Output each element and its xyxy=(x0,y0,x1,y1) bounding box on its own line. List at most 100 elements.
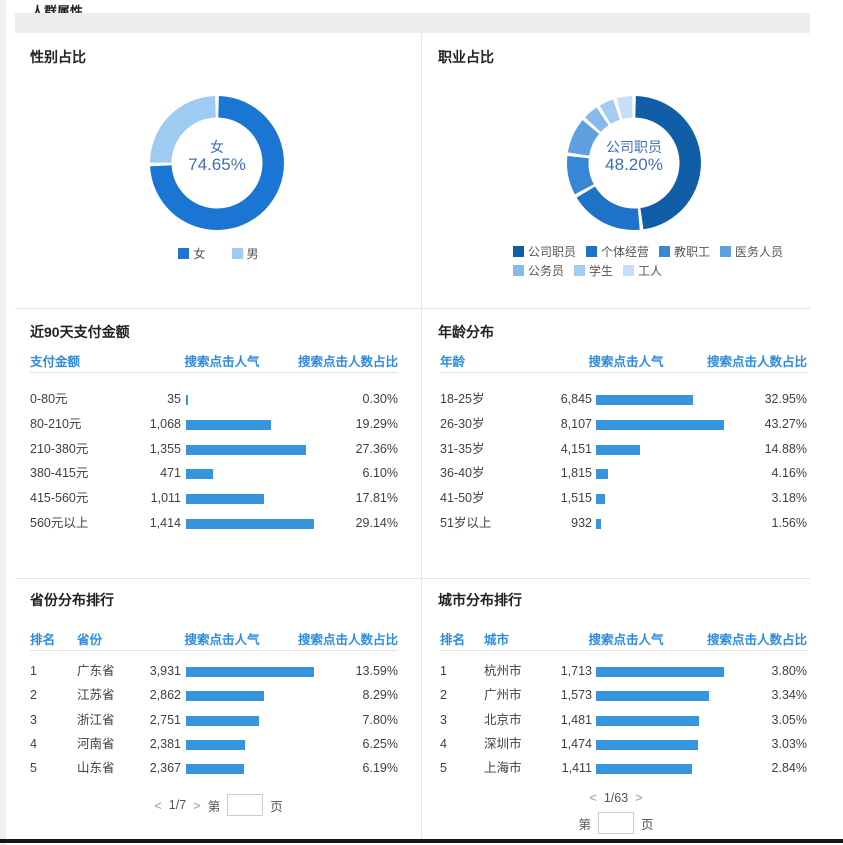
click-count: 1,815 xyxy=(560,466,592,480)
city-pagination-line1: < 1/63 > xyxy=(422,790,810,805)
header-underline xyxy=(440,372,807,373)
age-range: 36-40岁 xyxy=(440,466,485,480)
share-percent: 6.25% xyxy=(362,737,398,751)
panel-title: 近90天支付金额 xyxy=(30,324,130,340)
click-count: 6,845 xyxy=(560,392,592,406)
table-row: 4 深圳市 1,474 3.03% xyxy=(422,732,810,757)
click-count: 2,751 xyxy=(149,713,181,727)
legend-swatch-icon xyxy=(513,265,524,276)
click-count: 1,481 xyxy=(560,713,592,727)
pagination-prev-icon[interactable]: < xyxy=(154,797,162,813)
header-underline xyxy=(30,372,398,373)
pay-range: 415-560元 xyxy=(30,491,89,505)
pay-range: 380-415元 xyxy=(30,466,89,480)
page-input[interactable] xyxy=(227,794,264,816)
rank: 4 xyxy=(440,737,447,751)
column-header[interactable]: 省份 xyxy=(77,633,103,647)
legend-label: 教职工 xyxy=(674,245,711,259)
table-row: 80-210元 1,068 19.29% xyxy=(15,412,422,437)
column-header[interactable]: 搜索点击人气 xyxy=(588,633,664,647)
column-header[interactable]: 搜索点击人数占比 xyxy=(707,633,808,647)
panel-title: 性别占比 xyxy=(30,49,86,65)
payment-amount-panel: 近90天支付金额 支付金额 搜索点击人气 搜索点击人数占比 0-80元 35 0.3… xyxy=(15,308,422,578)
pagination-next-icon[interactable]: > xyxy=(193,797,201,813)
legend-item[interactable]: 公务员 xyxy=(513,263,564,279)
share-percent: 6.10% xyxy=(362,466,398,480)
column-header[interactable]: 搜索点击人数占比 xyxy=(707,355,808,369)
legend-item[interactable]: 个体经营 xyxy=(586,244,649,260)
share-percent: 27.36% xyxy=(355,442,398,456)
count-bar xyxy=(596,469,608,479)
legend-swatch-icon xyxy=(574,265,586,276)
legend-swatch-icon xyxy=(178,248,190,259)
legend-swatch-icon xyxy=(623,265,635,276)
table-row: 2 广州市 1,573 3.34% xyxy=(422,683,810,708)
pay-range: 80-210元 xyxy=(30,417,82,431)
legend-item[interactable]: 医务人员 xyxy=(720,244,783,260)
goto-prefix: 第 xyxy=(207,799,221,814)
occupation-donut-chart[interactable] xyxy=(559,88,709,238)
header-underline xyxy=(440,650,807,651)
pay-range: 0-80元 xyxy=(30,392,68,406)
column-header[interactable]: 年龄 xyxy=(440,355,466,369)
table-row: 415-560元 1,011 17.81% xyxy=(15,486,422,511)
rank: 4 xyxy=(30,737,37,751)
page-info: 1/7 xyxy=(168,798,187,812)
legend-item-female[interactable]: 女 xyxy=(178,245,206,262)
rank: 2 xyxy=(440,688,447,702)
count-bar xyxy=(596,691,709,701)
count-bar xyxy=(186,395,188,405)
legend-label: 公司职员 xyxy=(528,245,577,259)
city-pagination-line2: 第 页 xyxy=(422,812,810,834)
panel-title: 城市分布排行 xyxy=(438,592,522,608)
column-header[interactable]: 搜索点击人气 xyxy=(588,355,664,369)
panel-title: 省份分布排行 xyxy=(30,592,114,608)
share-percent: 7.80% xyxy=(362,713,398,727)
legend-item[interactable]: 公司职员 xyxy=(513,244,576,260)
legend-item[interactable]: 教职工 xyxy=(659,244,710,260)
pagination-next-icon[interactable]: > xyxy=(635,790,643,805)
age-range: 26-30岁 xyxy=(440,417,485,431)
count-bar xyxy=(186,519,314,529)
pagination-prev-icon[interactable]: < xyxy=(589,790,597,805)
tab-strip xyxy=(15,13,810,33)
age-range: 41-50岁 xyxy=(440,491,485,505)
share-percent: 19.29% xyxy=(355,417,398,431)
column-header[interactable]: 搜索点击人气 xyxy=(184,355,260,369)
rank: 3 xyxy=(440,713,447,727)
legend-item[interactable]: 学生 xyxy=(574,263,613,279)
page-input[interactable] xyxy=(598,812,634,834)
column-header[interactable]: 支付金额 xyxy=(30,355,81,369)
click-count: 1,474 xyxy=(560,737,592,751)
gender-legend: 女 男 xyxy=(15,245,422,262)
goto-prefix: 第 xyxy=(578,817,591,832)
legend-item-male[interactable]: 男 xyxy=(231,245,259,262)
column-header[interactable]: 搜索点击人数占比 xyxy=(298,355,399,369)
gender-ratio-panel: 性别占比 女 74.65% 女 男 xyxy=(15,33,422,308)
share-percent: 13.59% xyxy=(355,664,398,678)
legend-item[interactable]: 工人 xyxy=(623,263,662,279)
click-count: 1,011 xyxy=(150,491,181,505)
column-header[interactable]: 搜索点击人气 xyxy=(184,633,260,647)
click-count: 8,107 xyxy=(560,417,592,431)
column-header[interactable]: 搜索点击人数占比 xyxy=(298,633,399,647)
legend-label: 学生 xyxy=(589,264,614,278)
count-bar xyxy=(186,764,244,774)
column-header[interactable]: 排名 xyxy=(30,633,56,647)
share-percent: 3.80% xyxy=(771,664,807,678)
panel-title: 年龄分布 xyxy=(438,324,494,340)
click-count: 1,515 xyxy=(560,491,592,505)
count-bar xyxy=(596,764,692,774)
count-bar xyxy=(186,716,259,726)
header-underline xyxy=(30,650,398,651)
gender-donut-chart[interactable] xyxy=(142,88,292,238)
age-range: 31-35岁 xyxy=(440,442,485,456)
click-count: 1,068 xyxy=(149,417,181,431)
column-header[interactable]: 城市 xyxy=(484,633,510,647)
occupation-legend: 公司职员 个体经营 教职工 医务人员 公务员 学生 工人 xyxy=(513,244,825,279)
legend-label: 个体经营 xyxy=(601,245,650,259)
column-header[interactable]: 排名 xyxy=(440,633,466,647)
goto-suffix: 页 xyxy=(270,799,283,814)
share-percent: 3.18% xyxy=(771,491,807,505)
